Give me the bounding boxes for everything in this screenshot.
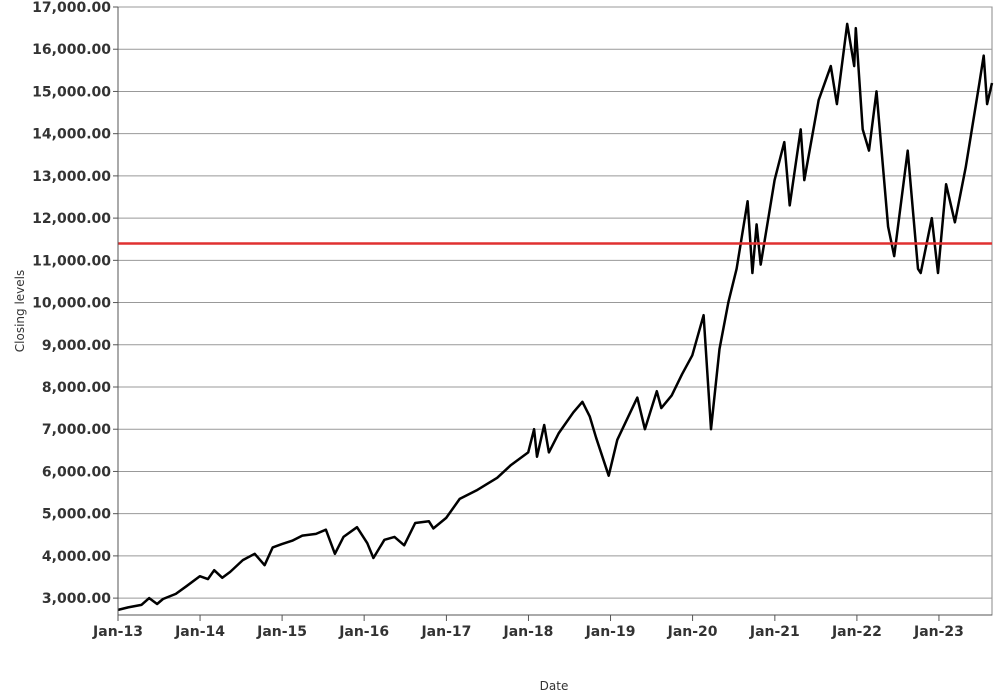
x-axis-title: Date: [540, 679, 569, 693]
y-axis-title: Closing levels: [13, 270, 27, 352]
y-tick-label: 6,000.00: [42, 464, 111, 480]
y-tick-label: 14,000.00: [32, 127, 111, 143]
y-tick-label: 3,000.00: [42, 591, 111, 607]
x-tick-label: Jan-20: [667, 624, 718, 640]
x-tick-label: Jan-14: [174, 624, 225, 640]
x-tick-label: Jan-18: [503, 624, 554, 640]
x-tick-label: Jan-21: [749, 624, 800, 640]
x-axis-ticks: Jan-13 Jan-14 Jan-15 Jan-16 Jan-17 Jan-18 Jan-…: [92, 615, 964, 640]
y-tick-label: 15,000.00: [32, 84, 111, 100]
x-tick-label: Jan-13: [92, 624, 143, 640]
x-tick-label: Jan-15: [256, 624, 307, 640]
y-tick-label: 7,000.00: [42, 422, 111, 438]
grid-lines: [118, 6, 992, 599]
y-tick-label: 13,000.00: [32, 169, 111, 185]
y-tick-label: 12,000.00: [32, 211, 111, 227]
y-axis-ticks: 3,000.00 4,000.00 5,000.00 6,000.00 7,000.00…: [32, 0, 118, 607]
x-tick-label: Jan-16: [338, 624, 389, 640]
series-line: [117, 22, 994, 612]
y-tick-label: 16,000.00: [32, 42, 111, 58]
y-tick-label: 9,000.00: [42, 338, 111, 354]
x-tick-label: Jan-22: [831, 624, 882, 640]
x-tick-label: Jan-17: [420, 624, 471, 640]
y-tick-label: 10,000.00: [32, 296, 111, 312]
y-tick-label: 8,000.00: [42, 380, 111, 396]
y-tick-label: 5,000.00: [42, 507, 111, 523]
y-tick-label: 4,000.00: [42, 549, 111, 565]
x-tick-label: Jan-23: [913, 624, 964, 640]
y-tick-label: 17,000.00: [32, 0, 111, 16]
y-tick-label: 11,000.00: [32, 253, 111, 269]
x-tick-label: Jan-19: [585, 624, 636, 640]
